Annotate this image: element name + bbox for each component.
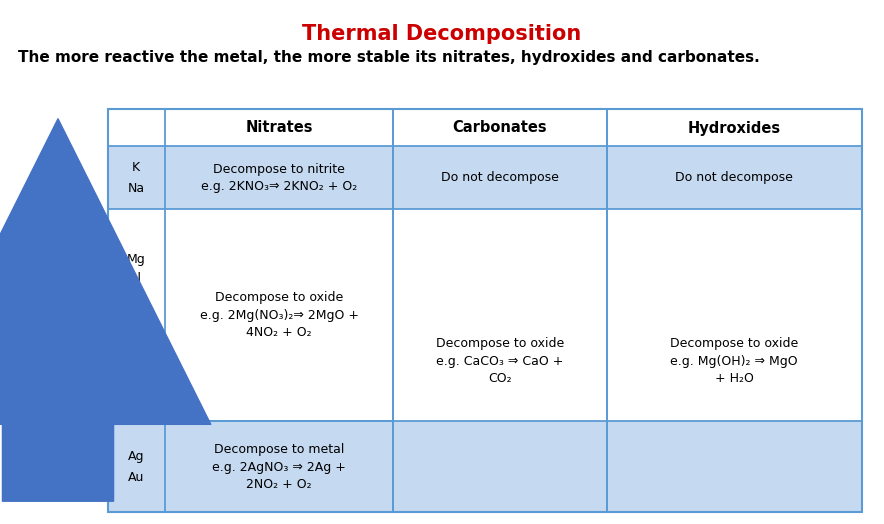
Bar bbox=[108, 146, 862, 209]
Bar bbox=[394, 210, 861, 420]
Text: Do not decompose: Do not decompose bbox=[675, 171, 793, 184]
Bar bbox=[108, 109, 862, 146]
Text: Decompose to metal
e.g. 2AgNO₃ ⇒ 2Ag +
2NO₂ + O₂: Decompose to metal e.g. 2AgNO₃ ⇒ 2Ag + 2… bbox=[212, 443, 346, 490]
Text: The more reactive the metal, the more stable its nitrates, hydroxides and carbon: The more reactive the metal, the more st… bbox=[18, 50, 759, 65]
Text: Ag
Au: Ag Au bbox=[128, 450, 144, 484]
Text: Decompose to nitrite
e.g. 2KNO₃⇒ 2KNO₂ + O₂: Decompose to nitrite e.g. 2KNO₃⇒ 2KNO₂ +… bbox=[201, 163, 357, 193]
Text: Hydroxides: Hydroxides bbox=[688, 121, 781, 136]
Text: Mg
Al
Zn
Fe
Pb
Cu
Ca: Mg Al Zn Fe Pb Cu Ca bbox=[126, 253, 145, 377]
Bar bbox=[108, 109, 862, 512]
Text: K
Na: K Na bbox=[127, 161, 145, 195]
Text: Decompose to oxide
e.g. 2Mg(NO₃)₂⇒ 2MgO +
4NO₂ + O₂: Decompose to oxide e.g. 2Mg(NO₃)₂⇒ 2MgO … bbox=[200, 291, 359, 339]
Text: Decompose to oxide
e.g. CaCO₃ ⇒ CaO +
CO₂: Decompose to oxide e.g. CaCO₃ ⇒ CaO + CO… bbox=[436, 337, 564, 385]
Text: Carbonates: Carbonates bbox=[453, 121, 547, 136]
Text: Nitrates: Nitrates bbox=[245, 121, 313, 136]
Text: Thermal Decomposition: Thermal Decomposition bbox=[302, 24, 582, 44]
Bar bbox=[108, 209, 862, 421]
Text: Decompose to oxide
e.g. Mg(OH)₂ ⇒ MgO
+ H₂O: Decompose to oxide e.g. Mg(OH)₂ ⇒ MgO + … bbox=[670, 337, 798, 385]
Text: Do not decompose: Do not decompose bbox=[441, 171, 559, 184]
Bar bbox=[108, 421, 862, 512]
